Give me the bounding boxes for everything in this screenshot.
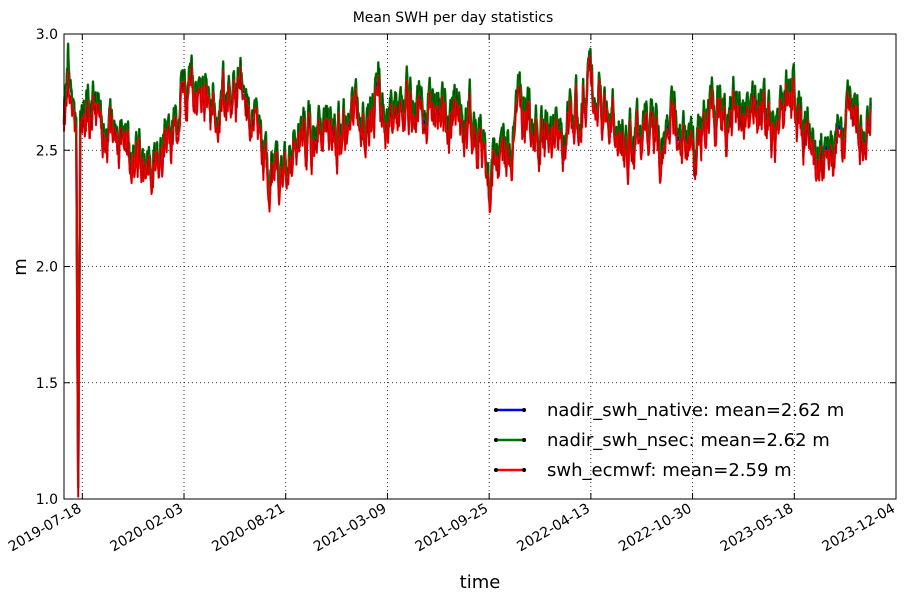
legend-marker [494, 468, 498, 472]
legend-label-swh_ecmwf: swh_ecmwf: mean=2.59 m [547, 460, 792, 481]
series-line-swh_ecmwf [63, 54, 872, 498]
x-tick-label: 2022-10-30 [616, 501, 694, 556]
legend-label-nadir_swh_nsec: nadir_swh_nsec: mean=2.62 m [547, 430, 830, 451]
x-tick-label: 2023-05-18 [718, 501, 796, 556]
legend-marker [522, 468, 526, 472]
x-tick-label: 2021-09-25 [413, 501, 491, 556]
y-tick-label: 1.5 [36, 376, 58, 392]
x-tick-label: 2019-07-18 [6, 501, 84, 556]
x-tick-label: 2022-04-13 [514, 501, 592, 556]
series-group [62, 42, 872, 498]
y-tick-label: 2.5 [36, 143, 58, 159]
chart-title: Mean SWH per day statistics [353, 10, 554, 26]
legend-label-nadir_swh_native: nadir_swh_native: mean=2.62 m [547, 400, 844, 421]
y-tick-label: 1.0 [36, 492, 58, 508]
x-tick-label: 2021-03-09 [311, 501, 389, 556]
series-markers-swh_ecmwf [63, 55, 871, 497]
legend: nadir_swh_native: mean=2.62 m nadir_swh_n… [494, 400, 844, 481]
legend-marker [522, 408, 526, 412]
y-axis-label: m [10, 258, 31, 276]
legend-marker [494, 408, 498, 412]
legend-marker [494, 438, 498, 442]
legend-marker [522, 438, 526, 442]
grid-lines [64, 34, 896, 499]
x-tick-label: 2020-02-03 [108, 501, 186, 556]
y-tick-label: 3.0 [36, 27, 58, 43]
x-tick-label: 2020-08-21 [209, 501, 287, 556]
y-axis: 1.0 1.5 2.0 2.5 3.0 [36, 27, 896, 508]
x-axis-label: time [460, 572, 501, 593]
x-tick-label: 2023-12-04 [820, 501, 899, 556]
y-tick-label: 2.0 [36, 260, 58, 276]
